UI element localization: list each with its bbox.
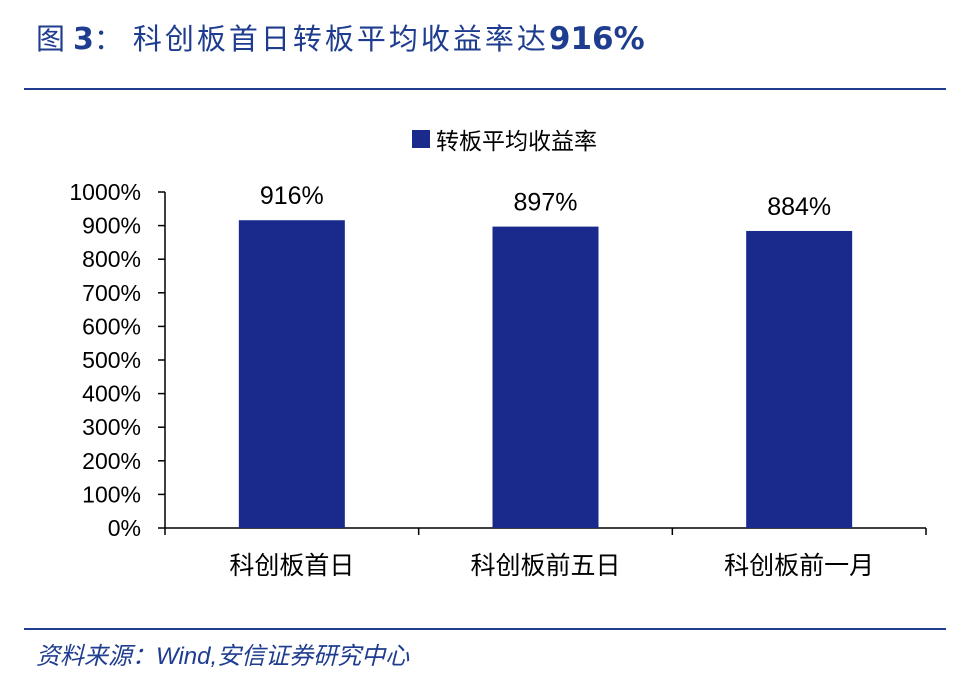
data-label: 897%	[514, 189, 578, 217]
y-tick-label: 800%	[82, 246, 141, 272]
x-tick-label: 科创板前一月	[724, 551, 874, 580]
bar	[746, 230, 853, 528]
y-tick-label: 600%	[82, 313, 141, 339]
data-label: 916%	[260, 182, 324, 210]
bar	[492, 226, 599, 528]
x-tick-label: 科创板前五日	[470, 551, 620, 580]
figure-title-text: 科创板首日转板平均收益率达	[132, 22, 549, 56]
y-tick-label: 200%	[82, 448, 141, 474]
legend-swatch	[412, 130, 430, 148]
bar	[238, 220, 345, 528]
source-rule	[24, 628, 946, 630]
chart-legend: 转板平均收益率	[412, 122, 597, 156]
figure-prefix: 图	[36, 22, 68, 56]
y-tick-label: 500%	[82, 347, 141, 373]
source-note: 资料来源：Wind,安信证券研究中心	[36, 643, 410, 670]
figure-number: 3	[73, 22, 94, 57]
y-tick-label: 700%	[82, 280, 141, 306]
figure-title: 图 3 ： 科创板首日转板平均收益率达 916%	[36, 16, 645, 64]
title-rule	[24, 88, 946, 90]
legend-label: 转板平均收益率	[436, 129, 597, 155]
y-tick-label: 400%	[82, 381, 141, 407]
figure-title-highlight: 916%	[548, 21, 645, 57]
y-tick-label: 100%	[82, 481, 141, 507]
y-tick-label: 1000%	[69, 179, 141, 205]
x-tick-label: 科创板首日	[229, 551, 354, 580]
y-tick-label: 900%	[82, 213, 141, 239]
y-tick-label: 0%	[108, 515, 141, 541]
y-tick-label: 300%	[82, 414, 141, 440]
data-label: 884%	[767, 193, 831, 221]
figure-separator: ：	[93, 22, 123, 56]
